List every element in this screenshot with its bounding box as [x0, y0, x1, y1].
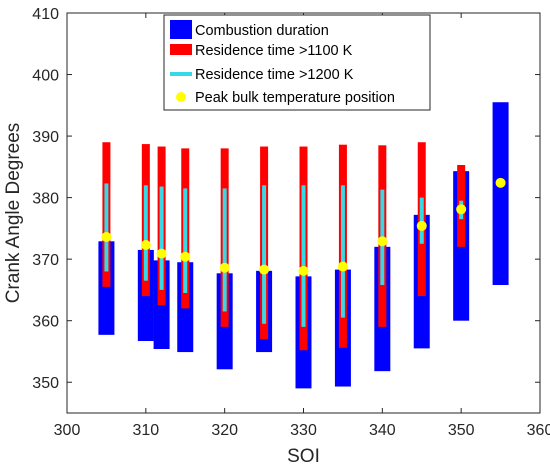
residence-1200-bar	[183, 188, 188, 293]
residence-1200-bar	[104, 183, 109, 272]
residence-1200-bar	[159, 186, 164, 290]
peak-temperature-point	[219, 262, 230, 273]
residence-1200-bar	[419, 197, 424, 244]
x-tick-label: 360	[527, 422, 550, 439]
legend-label-peak: Peak bulk temperature position	[195, 90, 395, 106]
legend-swatch-1200	[170, 72, 192, 76]
y-tick-label: 390	[32, 129, 59, 146]
y-tick-label: 400	[32, 68, 59, 85]
y-tick-label: 410	[32, 6, 59, 23]
x-tick-label: 310	[132, 422, 159, 439]
peak-temperature-point	[259, 264, 270, 275]
peak-temperature-point	[298, 265, 309, 276]
peak-temperature-point	[140, 240, 151, 250]
x-tick-label: 340	[369, 422, 396, 439]
y-tick-label: 370	[32, 252, 59, 269]
legend-swatch-combustion	[170, 20, 192, 39]
combustion-duration-bar	[492, 102, 509, 285]
x-tick-label: 350	[448, 422, 475, 439]
peak-temperature-point	[101, 232, 112, 242]
residence-1200-bar	[262, 185, 267, 324]
legend-swatch-1100	[170, 44, 192, 55]
legend-marker-peak	[176, 92, 186, 102]
residence-1200-bar	[301, 185, 306, 327]
peak-temperature-point	[337, 261, 348, 272]
residence-1200-bar	[340, 185, 345, 318]
x-tick-label: 330	[290, 422, 317, 439]
peak-temperature-point	[156, 248, 167, 259]
x-axis-ticks: 300 310 320 330 340 350 360	[54, 13, 550, 439]
y-tick-label: 380	[32, 191, 59, 208]
peak-temperature-point	[416, 220, 427, 231]
y-axis-ticks: 350 360 370 380 390 400 410	[32, 6, 540, 392]
legend: Combustion duration Residence time >1100…	[163, 14, 431, 111]
legend-box	[163, 14, 431, 111]
residence-1200-bar	[143, 185, 148, 281]
legend-label-1100: Residence time >1100 K	[195, 43, 353, 59]
x-tick-label: 320	[211, 422, 238, 439]
y-tick-label: 360	[32, 314, 59, 331]
peak-temperature-point	[180, 251, 191, 262]
y-axis-title: Crank Angle Degrees	[3, 123, 24, 304]
x-tick-label: 300	[54, 422, 81, 439]
peak-temperature-point	[495, 177, 506, 188]
residence-1200-bar	[222, 188, 227, 312]
legend-label-combustion: Combustion duration	[195, 23, 329, 39]
y-tick-label: 350	[32, 375, 59, 392]
peak-temperature-points	[101, 177, 506, 276]
legend-label-1200: Residence time >1200 K	[195, 67, 354, 83]
x-axis-title: SOI	[287, 446, 320, 467]
peak-temperature-point	[456, 204, 467, 215]
peak-temperature-point	[377, 236, 388, 247]
